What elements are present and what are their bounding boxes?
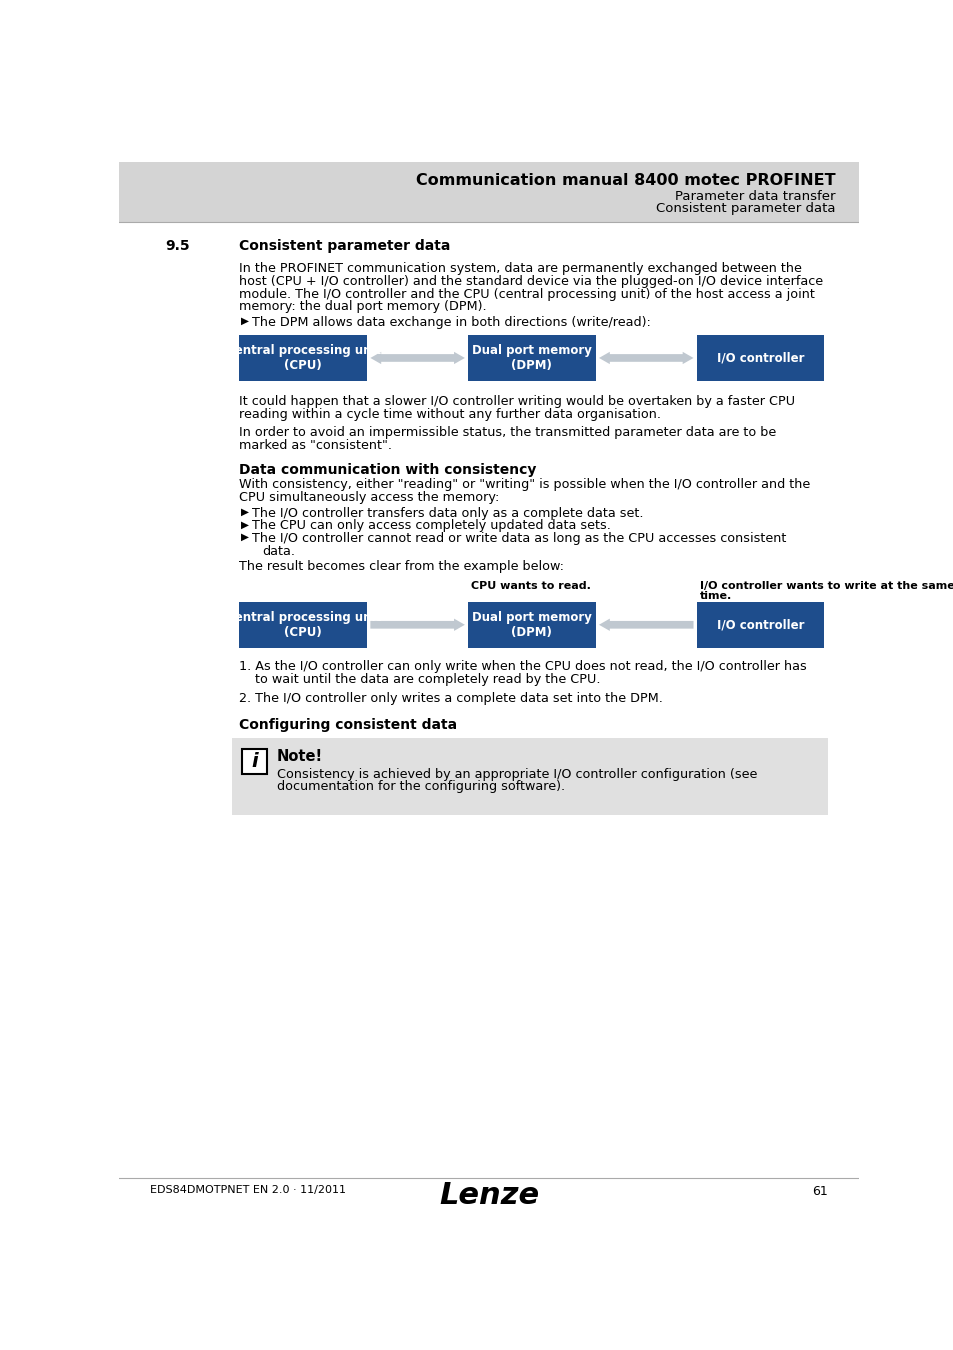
Bar [119, 162, 858, 221]
Text: 1. As the I/O controller can only write when the CPU does not read, the I/O cont: 1. As the I/O controller can only write … [239, 660, 806, 674]
Polygon shape [370, 618, 464, 630]
Text: It could happen that a slower I/O controller writing would be overtaken by a fas: It could happen that a slower I/O contro… [239, 396, 795, 408]
Text: ▶: ▶ [241, 520, 249, 529]
Text: In the PROFINET communication system, data are permanently exchanged between the: In the PROFINET communication system, da… [239, 262, 801, 275]
Text: In order to avoid an impermissible status, the transmitted parameter data are to: In order to avoid an impermissible statu… [239, 427, 776, 440]
Text: Lenze: Lenze [438, 1181, 538, 1211]
Text: The I/O controller cannot read or write data as long as the CPU accesses consist: The I/O controller cannot read or write … [252, 532, 785, 545]
Text: to wait until the data are completely read by the CPU.: to wait until the data are completely re… [239, 672, 600, 686]
Text: host (CPU + I/O controller) and the standard device via the plugged-on I/O devic: host (CPU + I/O controller) and the stan… [239, 275, 822, 288]
Text: Dual port memory
(DPM): Dual port memory (DPM) [472, 610, 591, 639]
Text: I/O controller: I/O controller [716, 351, 803, 364]
Text: With consistency, either "reading" or "writing" is possible when the I/O control: With consistency, either "reading" or "w… [239, 478, 810, 491]
Polygon shape [598, 352, 693, 365]
Text: The DPM allows data exchange in both directions (write/read):: The DPM allows data exchange in both dir… [252, 316, 650, 329]
Text: 2. The I/O controller only writes a complete data set into the DPM.: 2. The I/O controller only writes a comp… [239, 691, 662, 705]
Text: 61: 61 [811, 1184, 827, 1197]
Text: i: i [252, 752, 258, 771]
Text: Parameter data transfer: Parameter data transfer [674, 190, 835, 202]
Text: Data communication with consistency: Data communication with consistency [239, 463, 537, 477]
Text: documentation for the configuring software).: documentation for the configuring softwa… [276, 780, 564, 794]
Bar [242, 749, 267, 774]
Bar [232, 738, 827, 815]
Text: Configuring consistent data: Configuring consistent data [239, 718, 457, 732]
Text: Central processing unit
(CPU): Central processing unit (CPU) [226, 610, 380, 639]
Text: module. The I/O controller and the CPU (central processing unit) of the host acc: module. The I/O controller and the CPU (… [239, 288, 815, 301]
Text: Communication manual 8400 motec PROFINET: Communication manual 8400 motec PROFINET [416, 173, 835, 188]
Text: I/O controller wants to write at the same: I/O controller wants to write at the sam… [699, 580, 953, 591]
Text: ▶: ▶ [241, 532, 249, 541]
Text: CPU wants to read.: CPU wants to read. [471, 580, 590, 591]
Bar [696, 335, 823, 381]
Bar [696, 602, 823, 648]
Text: The CPU can only access completely updated data sets.: The CPU can only access completely updat… [252, 520, 610, 532]
Text: Dual port memory
(DPM): Dual port memory (DPM) [472, 344, 591, 373]
Bar [239, 602, 367, 648]
Bar [239, 335, 367, 381]
Text: time.: time. [699, 591, 731, 601]
Text: The I/O controller transfers data only as a complete data set.: The I/O controller transfers data only a… [252, 506, 642, 520]
Text: Consistency is achieved by an appropriate I/O controller configuration (see: Consistency is achieved by an appropriat… [276, 768, 756, 780]
Text: ▶: ▶ [241, 316, 249, 325]
Text: I/O controller: I/O controller [716, 618, 803, 632]
Text: reading within a cycle time without any further data organisation.: reading within a cycle time without any … [239, 408, 660, 421]
Bar [468, 335, 596, 381]
Text: Consistent parameter data: Consistent parameter data [655, 202, 835, 215]
Text: memory: the dual port memory (DPM).: memory: the dual port memory (DPM). [239, 300, 486, 313]
Text: Note!: Note! [276, 749, 322, 764]
Text: CPU simultaneously access the memory:: CPU simultaneously access the memory: [239, 491, 499, 504]
Text: marked as "consistent".: marked as "consistent". [239, 439, 392, 452]
Text: data.: data. [262, 544, 295, 558]
Text: 9.5: 9.5 [166, 239, 191, 252]
Text: Central processing unit
(CPU): Central processing unit (CPU) [226, 344, 380, 373]
Text: ▶: ▶ [241, 506, 249, 517]
Polygon shape [370, 352, 464, 365]
Polygon shape [598, 618, 693, 630]
Text: The result becomes clear from the example below:: The result becomes clear from the exampl… [239, 560, 564, 574]
Text: EDS84DMOTPNET EN 2.0 · 11/2011: EDS84DMOTPNET EN 2.0 · 11/2011 [150, 1184, 346, 1195]
Bar [468, 602, 596, 648]
Text: Consistent parameter data: Consistent parameter data [239, 239, 450, 252]
